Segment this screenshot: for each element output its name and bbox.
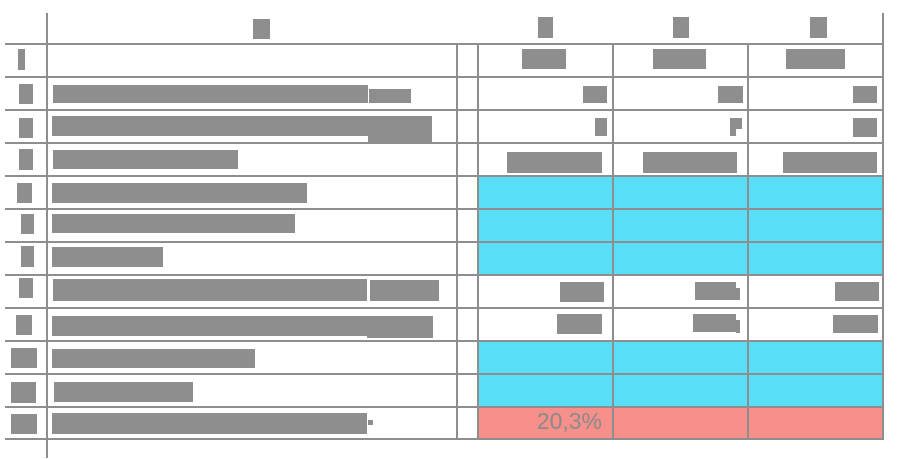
grid-line-horizontal <box>5 175 884 177</box>
redaction-block <box>53 279 367 301</box>
redaction-block <box>810 17 827 38</box>
alert-percentage-cell: 20,3% <box>477 406 612 438</box>
grid-line-horizontal <box>5 274 884 276</box>
redaction-block <box>253 19 270 39</box>
redaction-block <box>583 86 607 103</box>
redaction-block <box>370 280 439 301</box>
redaction-block <box>673 17 689 38</box>
highlight-row-fill <box>477 208 883 241</box>
redaction-block <box>853 118 877 137</box>
redaction-block <box>19 84 33 104</box>
redaction-block <box>368 420 373 425</box>
grid-line-horizontal <box>5 43 884 45</box>
highlight-row-fill <box>477 175 883 208</box>
grid-line-vertical <box>612 43 614 440</box>
grid-line-vertical <box>882 13 884 440</box>
redaction-block <box>693 314 736 332</box>
redaction-block <box>19 118 33 138</box>
redaction-block <box>653 49 706 69</box>
redaction-block <box>54 382 193 402</box>
redaction-block <box>695 282 736 300</box>
redaction-block <box>367 316 433 338</box>
grid-line-horizontal <box>5 307 884 309</box>
redaction-block <box>11 348 37 368</box>
redaction-block <box>786 49 845 69</box>
redaction-block <box>53 150 238 169</box>
grid-line-horizontal <box>5 373 884 375</box>
grid-line-horizontal <box>5 438 884 440</box>
redaction-block <box>560 282 604 302</box>
redaction-block <box>835 282 879 301</box>
redaction-block <box>643 152 737 173</box>
redaction-block <box>368 116 432 142</box>
redaction-block <box>730 128 736 136</box>
redaction-block <box>52 316 367 336</box>
redaction-block <box>833 315 878 333</box>
grid-line-horizontal <box>5 340 884 342</box>
grid-line-horizontal <box>5 76 884 78</box>
redaction-block <box>53 85 368 103</box>
redaction-block <box>19 149 33 170</box>
redaction-block <box>18 49 25 70</box>
grid-line-horizontal <box>5 109 884 111</box>
redaction-block <box>736 320 740 333</box>
redaction-block <box>17 183 32 203</box>
redaction-block <box>19 278 33 298</box>
highlighted-percentage-value: 20,3% <box>536 408 602 434</box>
grid-line-vertical <box>456 43 458 440</box>
redaction-block <box>730 118 742 129</box>
redaction-block <box>522 49 566 69</box>
grid-line-horizontal <box>5 406 884 408</box>
highlight-row-fill <box>477 241 883 274</box>
redaction-block <box>52 116 368 136</box>
grid-line-vertical <box>747 43 749 440</box>
redaction-block <box>853 86 877 103</box>
redaction-block <box>11 382 36 403</box>
redaction-block <box>52 413 367 434</box>
grid-line-horizontal <box>5 142 884 144</box>
grid-line-vertical <box>46 13 48 458</box>
redaction-block <box>21 214 34 234</box>
redaction-block <box>538 17 553 38</box>
redaction-block <box>21 246 34 267</box>
grid-line-horizontal <box>5 241 884 243</box>
redaction-block <box>52 349 255 368</box>
redaction-block <box>557 314 602 334</box>
redaction-block <box>507 152 602 173</box>
redaction-block <box>783 152 877 173</box>
redaction-block <box>52 214 295 233</box>
redaction-block <box>718 86 743 103</box>
redaction-block <box>736 288 740 300</box>
redaction-block <box>52 183 307 203</box>
redaction-block <box>16 315 32 335</box>
redaction-block <box>11 414 37 434</box>
redaction-block <box>369 89 411 103</box>
highlight-row-fill <box>477 340 883 373</box>
highlight-row-fill <box>477 373 883 406</box>
redaction-block <box>595 118 607 136</box>
grid-line-vertical <box>477 43 479 440</box>
alert-row-fill <box>477 406 883 438</box>
grid-line-horizontal <box>5 208 884 210</box>
redaction-block <box>52 247 163 267</box>
